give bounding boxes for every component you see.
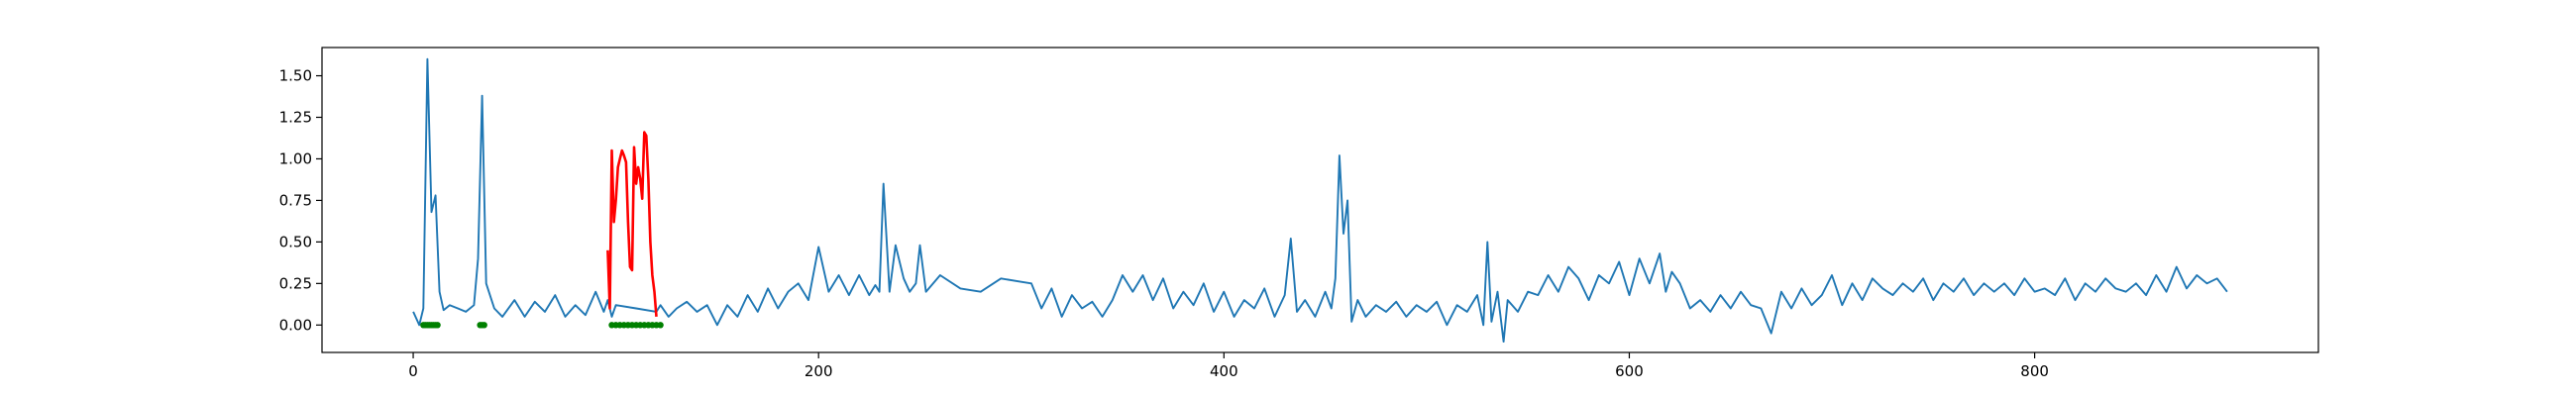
y-tick-label: 0.25: [279, 274, 312, 292]
x-tick-label: 0: [408, 362, 418, 380]
axis-layer: 0 200 400 600 800 0.00 0.25 0.50 0.75 1.00 1.25 1.5…: [279, 67, 2049, 380]
x-tick-label: 800: [2020, 362, 2049, 380]
y-tick-label: 0.00: [279, 316, 312, 334]
y-tick-label: 0.50: [279, 233, 312, 250]
x-tick-label: 600: [1615, 362, 1644, 380]
x-tick-label: 200: [805, 362, 833, 380]
series-line-anomaly: [606, 131, 658, 318]
x-tick-label: 400: [1210, 362, 1238, 380]
y-tick-label: 1.25: [279, 108, 312, 126]
axes-frame: [321, 47, 2319, 353]
y-tick-label: 1.00: [279, 149, 312, 167]
series-point-markers: [481, 322, 487, 329]
series-point-markers: [657, 322, 664, 329]
series-point-markers: [434, 322, 441, 329]
series-layer: [412, 57, 2228, 344]
y-tick-label: 0.75: [279, 191, 312, 209]
series-line-signal: [412, 57, 2228, 344]
y-tick-label: 1.50: [279, 67, 312, 85]
